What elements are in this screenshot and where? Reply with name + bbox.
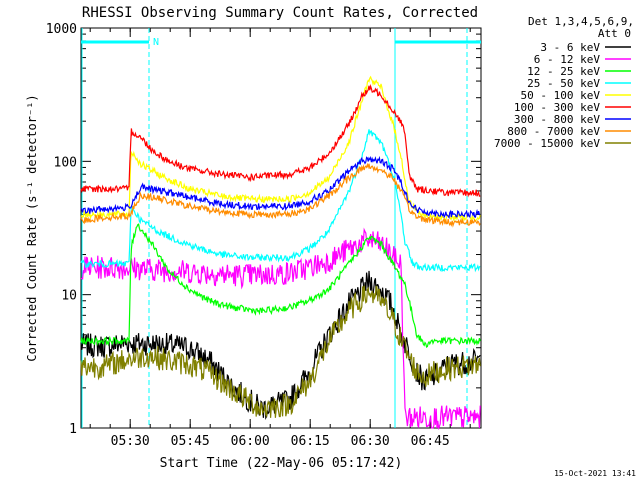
- series-line-25-50-kev: [80, 129, 481, 273]
- legend-label: 6 - 12 keV: [534, 53, 601, 66]
- x-tick-label: 06:45: [411, 434, 450, 449]
- x-tick-label: 06:00: [231, 434, 270, 449]
- y-axis-label: Corrected Count Rate (s⁻¹ detector⁻¹): [25, 94, 39, 361]
- legend-label: 300 - 800 keV: [514, 113, 600, 126]
- series-line-100-300-kev: [80, 83, 481, 198]
- y-tick-label: 1000: [46, 22, 77, 37]
- series-line-7000-15000-kev: [80, 285, 481, 418]
- series-line-3-6-kev: [80, 270, 481, 420]
- night-flag-label: N: [153, 37, 159, 48]
- plot-area: 1 10 100 1000 05:30 05:45 06:00 06:15 06:30 06:45…: [46, 22, 482, 449]
- footer-date: 15-Oct-2021 13:41: [554, 469, 636, 478]
- legend-label: 50 - 100 keV: [521, 89, 601, 102]
- y-tick-label: 100: [54, 155, 77, 170]
- y-tick-label: 10: [61, 289, 77, 304]
- legend-header-detectors: Det 1,3,4,5,6,9,: [528, 15, 634, 28]
- series-line-800-7000-kev: [80, 162, 481, 228]
- x-tick-label: 06:15: [291, 434, 330, 449]
- x-tick-label: 05:45: [171, 434, 210, 449]
- x-tick-label: 06:30: [351, 434, 390, 449]
- x-axis-label: Start Time (22-May-06 05:17:42): [160, 456, 403, 471]
- legend-label: 7000 - 15000 keV: [494, 137, 600, 150]
- x-tick-label: 05:30: [111, 434, 150, 449]
- series-line-12-25-kev: [80, 223, 481, 348]
- y-tick-label: 1: [69, 422, 77, 437]
- series-line-6-12-kev: [80, 227, 481, 431]
- legend-label: 100 - 300 keV: [514, 101, 600, 114]
- legend-label: 3 - 6 keV: [540, 41, 600, 54]
- plot-frame: [80, 27, 482, 429]
- legend-label: 25 - 50 keV: [527, 77, 600, 90]
- series-line-50-100-kev: [80, 75, 481, 222]
- legend-label: 12 - 25 keV: [527, 65, 600, 78]
- legend-label: 800 - 7000 keV: [507, 125, 600, 138]
- series-line-300-800-kev: [80, 155, 481, 219]
- chart-title: RHESSI Observing Summary Count Rates, Co…: [82, 5, 478, 21]
- legend-header-attenuator: Att 0: [598, 27, 631, 40]
